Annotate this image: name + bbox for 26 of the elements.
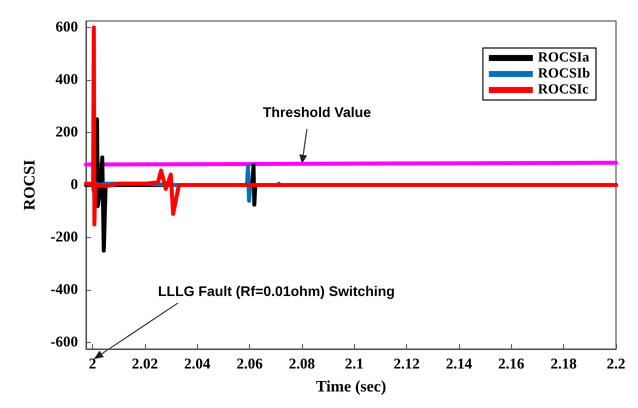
x-tick-label: 2.06 [236, 356, 264, 372]
x-axis-title: Time (sec) [316, 378, 386, 396]
y-axis-title: ROCSI [22, 160, 38, 210]
y-tick-label: -400 [50, 282, 78, 298]
x-tick-label: 2.02 [132, 356, 158, 372]
y-tick-label: 400 [56, 72, 78, 88]
y-tick-label: 600 [56, 20, 78, 36]
y-tick-label: 200 [56, 124, 78, 141]
x-tick-label: 2.14 [446, 356, 473, 372]
annotation: LLLG Fault (Rf=0.01ohm) Switching [158, 283, 395, 299]
x-tick-label: 2.1 [344, 356, 364, 372]
legend-label: ROCSIa [538, 50, 590, 66]
x-tick-label: 2.18 [550, 356, 577, 372]
x-tick-label: 2.16 [498, 356, 525, 372]
x-tick-label: 2.08 [288, 356, 316, 372]
x-tick-label: 2.2 [606, 356, 626, 372]
x-tick-label: 2.04 [184, 356, 211, 372]
y-tick-label: -200 [50, 229, 78, 246]
line-series [84, 26, 618, 226]
legend-label: ROCSIc [538, 82, 588, 98]
x-tick-label: 2.12 [393, 356, 420, 372]
x-tick-label: 2 [88, 356, 96, 372]
y-tick-label: 0 [70, 177, 78, 193]
annotation: Threshold Value [262, 104, 372, 120]
y-tick-label: -600 [50, 334, 78, 350]
legend-label: ROCSIb [538, 66, 590, 82]
